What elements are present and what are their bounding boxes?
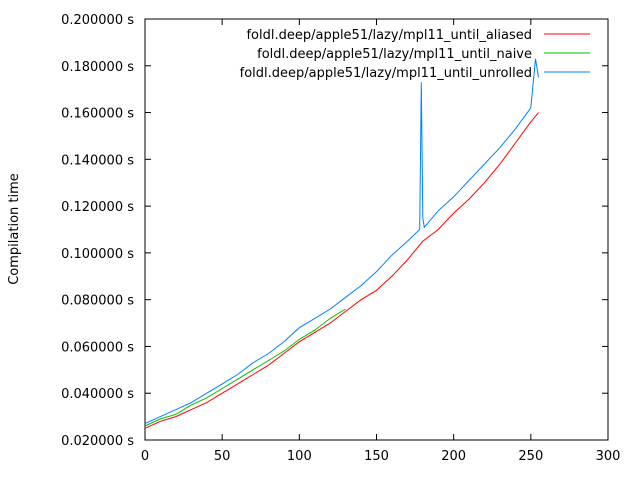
y-axis-label: Compilation time — [7, 173, 22, 285]
plot-frame — [144, 18, 609, 441]
y-tick-label: 0.100000 s — [61, 247, 134, 262]
x-axis-ticks: 0 50 100 150 200 250 300 — [141, 19, 621, 464]
x-tick-label: 250 — [518, 449, 543, 464]
y-tick-label: 0.080000 s — [61, 294, 134, 309]
y-tick-label: 0.140000 s — [61, 153, 134, 168]
series-line-unrolled — [144, 58, 539, 425]
x-tick-label: 150 — [364, 449, 389, 464]
y-tick-label: 0.160000 s — [61, 107, 134, 122]
x-tick-label: 100 — [287, 449, 312, 464]
series-line-naive — [144, 308, 346, 427]
y-tick-label: 0.200000 s — [61, 13, 134, 28]
series-layer — [144, 58, 539, 429]
y-axis-ticks: 0.020000 s 0.040000 s 0.060000 s 0.080000 s… — [61, 13, 608, 449]
y-tick-label: 0.120000 s — [61, 200, 134, 215]
series-line-aliased — [144, 112, 539, 429]
legend: foldl.deep/apple51/lazy/mpl11_until_alia… — [240, 28, 590, 81]
legend-label: foldl.deep/apple51/lazy/mpl11_until_naiv… — [257, 47, 532, 62]
legend-label: foldl.deep/apple51/lazy/mpl11_until_unro… — [240, 66, 532, 81]
x-tick-label: 0 — [141, 449, 149, 464]
y-tick-label: 0.020000 s — [61, 434, 134, 449]
x-tick-label: 300 — [596, 449, 621, 464]
y-tick-label: 0.060000 s — [61, 340, 134, 355]
x-tick-label: 200 — [441, 449, 466, 464]
x-tick-label: 50 — [214, 449, 231, 464]
legend-label: foldl.deep/apple51/lazy/mpl11_until_alia… — [246, 28, 532, 43]
y-tick-label: 0.180000 s — [61, 60, 134, 75]
y-tick-label: 0.040000 s — [61, 387, 134, 402]
